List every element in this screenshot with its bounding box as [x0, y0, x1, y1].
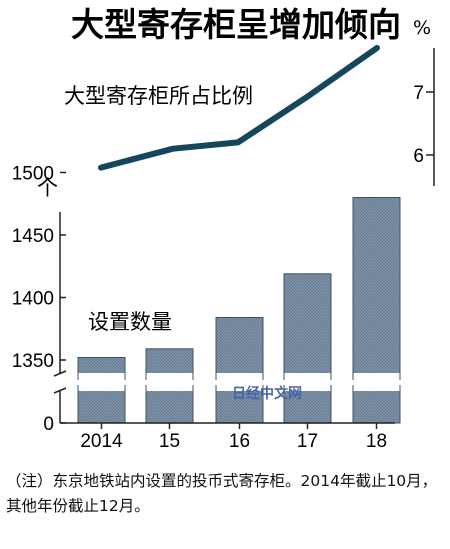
line-series-label: 大型寄存柜所占比例 — [64, 84, 253, 108]
bar-series — [61, 197, 401, 424]
line-y-ticks: 76 — [413, 83, 434, 167]
bar-break-edge — [145, 373, 194, 391]
bar-break-edge — [215, 373, 264, 391]
x-tick-label: 15 — [159, 431, 180, 452]
bar-break-edge — [352, 373, 401, 391]
x-tick-label: 17 — [297, 431, 318, 452]
bar-tick-label: 1350 — [12, 351, 54, 372]
bar — [215, 317, 264, 424]
x-tick-label: 2014 — [80, 431, 123, 452]
x-tick-label: 18 — [366, 431, 387, 452]
bar-x-labels: 2014 15 16 17 18 — [80, 423, 387, 452]
bar-tick-label: 1400 — [12, 289, 54, 310]
axis-break-gap — [61, 373, 401, 391]
x-tick-label: 16 — [229, 431, 250, 452]
line-series — [98, 44, 380, 171]
bar-tick-label: 1500 — [12, 164, 54, 185]
bar-y-ticks: 1500 1450 1400 1350 0 — [12, 164, 66, 435]
bar — [283, 273, 332, 424]
bar-break-edge — [77, 373, 126, 391]
bar-series-label: 设置数量 — [88, 310, 172, 334]
bar-tick-label: 1450 — [12, 226, 54, 247]
line-tick-label: 7 — [413, 83, 424, 104]
watermark: 日经中文网 — [232, 385, 302, 402]
footnote: （注）东京地铁站内设置的投币式寄存柜。2014年截止10月，其他年份截止12月。 — [6, 472, 438, 515]
chart-title: 大型寄存柜呈增加倾向 — [71, 5, 401, 44]
line-unit: % — [413, 17, 431, 39]
bar-unit: 个 — [37, 176, 58, 200]
axis-break-mark — [53, 370, 67, 394]
bar-tick-label: 0 — [43, 414, 54, 435]
bar-break-edge — [283, 373, 332, 391]
line-tick-label: 6 — [413, 146, 424, 167]
